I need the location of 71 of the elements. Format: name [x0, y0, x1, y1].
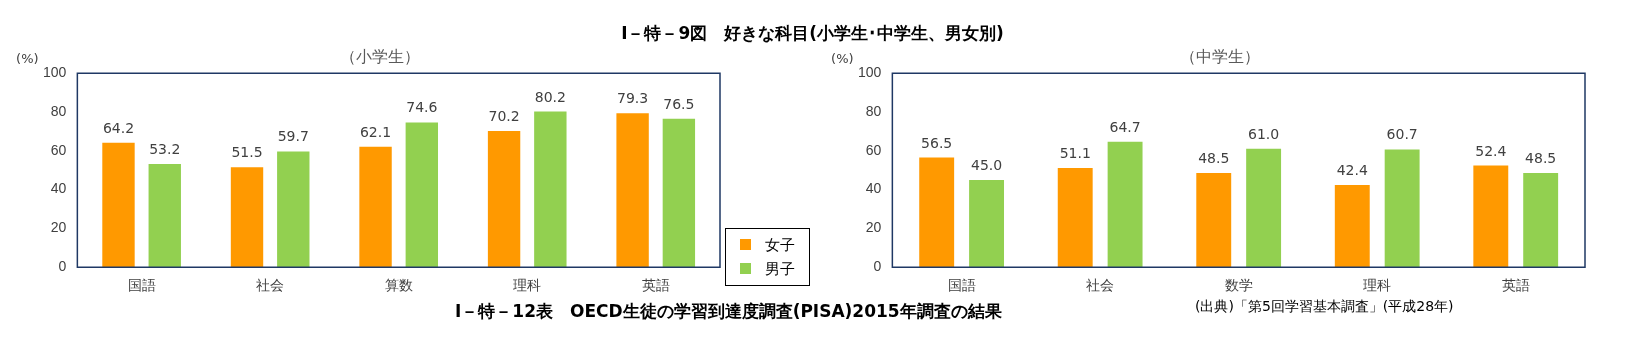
- chart-subtitle: （小学生）: [340, 46, 420, 66]
- legend-label: 男子: [764, 259, 795, 280]
- text: Ⅰ－特－9図 好きな科目(小学生･中学生、男女別): [620, 22, 1005, 45]
- bar: [230, 167, 264, 268]
- bar: [1334, 184, 1370, 268]
- data-label: 52.4: [1475, 142, 1507, 159]
- data-label: 48.5: [1525, 150, 1557, 167]
- data-label: 64.2: [102, 119, 135, 136]
- y-tick-label: 0: [58, 258, 67, 275]
- x-tick-label: 算数: [384, 277, 413, 294]
- bar: [1107, 141, 1143, 268]
- data-label: 60.7: [1386, 126, 1418, 143]
- x-tick-label: 国語: [127, 277, 156, 294]
- y-tick-label: 20: [50, 219, 67, 236]
- bar: [534, 111, 567, 268]
- chart-subtitle: （中学生）: [1180, 46, 1260, 66]
- data-label: 42.4: [1336, 161, 1368, 178]
- y-tick-label: 20: [865, 219, 882, 236]
- bar: [616, 113, 649, 268]
- x-tick-label: 理科: [1363, 277, 1392, 294]
- data-label: 80.2: [534, 88, 566, 105]
- data-label: 56.5: [921, 134, 953, 151]
- y-axis-title: (%): [831, 51, 854, 67]
- data-label: 53.2: [149, 140, 181, 157]
- data-label: 64.7: [1109, 118, 1141, 135]
- bar: [969, 179, 1005, 268]
- y-tick-label: 0: [873, 258, 882, 275]
- x-tick-label: 英語: [641, 277, 670, 294]
- bar: [662, 118, 696, 268]
- bar: [1196, 173, 1232, 268]
- x-tick-label: 社会: [1086, 277, 1115, 294]
- data-label: 59.7: [277, 128, 309, 145]
- bar: [919, 157, 955, 268]
- data-label: 51.1: [1059, 145, 1091, 162]
- bar: [487, 131, 521, 268]
- text: Ⅰ－特－12表 OECD生徒の学習到達度調査(PISA)2015年調査の結果: [455, 300, 1002, 323]
- legend-label: 女子: [764, 235, 795, 256]
- y-axis-title: (%): [16, 51, 39, 67]
- x-tick-label: 理科: [513, 277, 542, 294]
- data-label: 76.5: [663, 95, 695, 112]
- y-tick-label: 80: [865, 102, 882, 119]
- data-label: 62.1: [359, 123, 392, 140]
- bar: [102, 142, 135, 268]
- bar: [1246, 148, 1282, 268]
- data-label: 48.5: [1198, 150, 1230, 167]
- y-tick-label: 40: [865, 180, 882, 197]
- x-tick-label: 英語: [1501, 277, 1530, 294]
- bar: [277, 151, 310, 268]
- data-label: 45.0: [970, 156, 1003, 173]
- x-tick-label: 社会: [256, 277, 285, 294]
- y-tick-label: 40: [50, 180, 67, 197]
- y-tick-label: 60: [50, 141, 67, 158]
- data-label: 70.2: [488, 108, 520, 125]
- y-tick-label: 60: [865, 141, 882, 158]
- data-label: 74.6: [406, 99, 438, 116]
- y-tick-label: 100: [858, 64, 882, 81]
- text: (出典)「第5回学習基本調査」(平成28年): [1195, 297, 1455, 316]
- bar: [1384, 149, 1420, 268]
- data-label: 61.0: [1248, 125, 1280, 142]
- bar: [1473, 165, 1509, 268]
- bar: [1523, 173, 1559, 268]
- y-tick-label: 100: [43, 64, 67, 81]
- bar: [405, 122, 439, 268]
- x-tick-label: 国語: [947, 277, 976, 294]
- data-label: 51.5: [231, 144, 263, 161]
- bar: [359, 146, 392, 268]
- data-label: 79.3: [617, 90, 649, 107]
- y-tick-label: 80: [50, 102, 67, 119]
- bar: [148, 163, 181, 268]
- bar: [1057, 168, 1093, 268]
- x-tick-label: 数学: [1224, 277, 1253, 294]
